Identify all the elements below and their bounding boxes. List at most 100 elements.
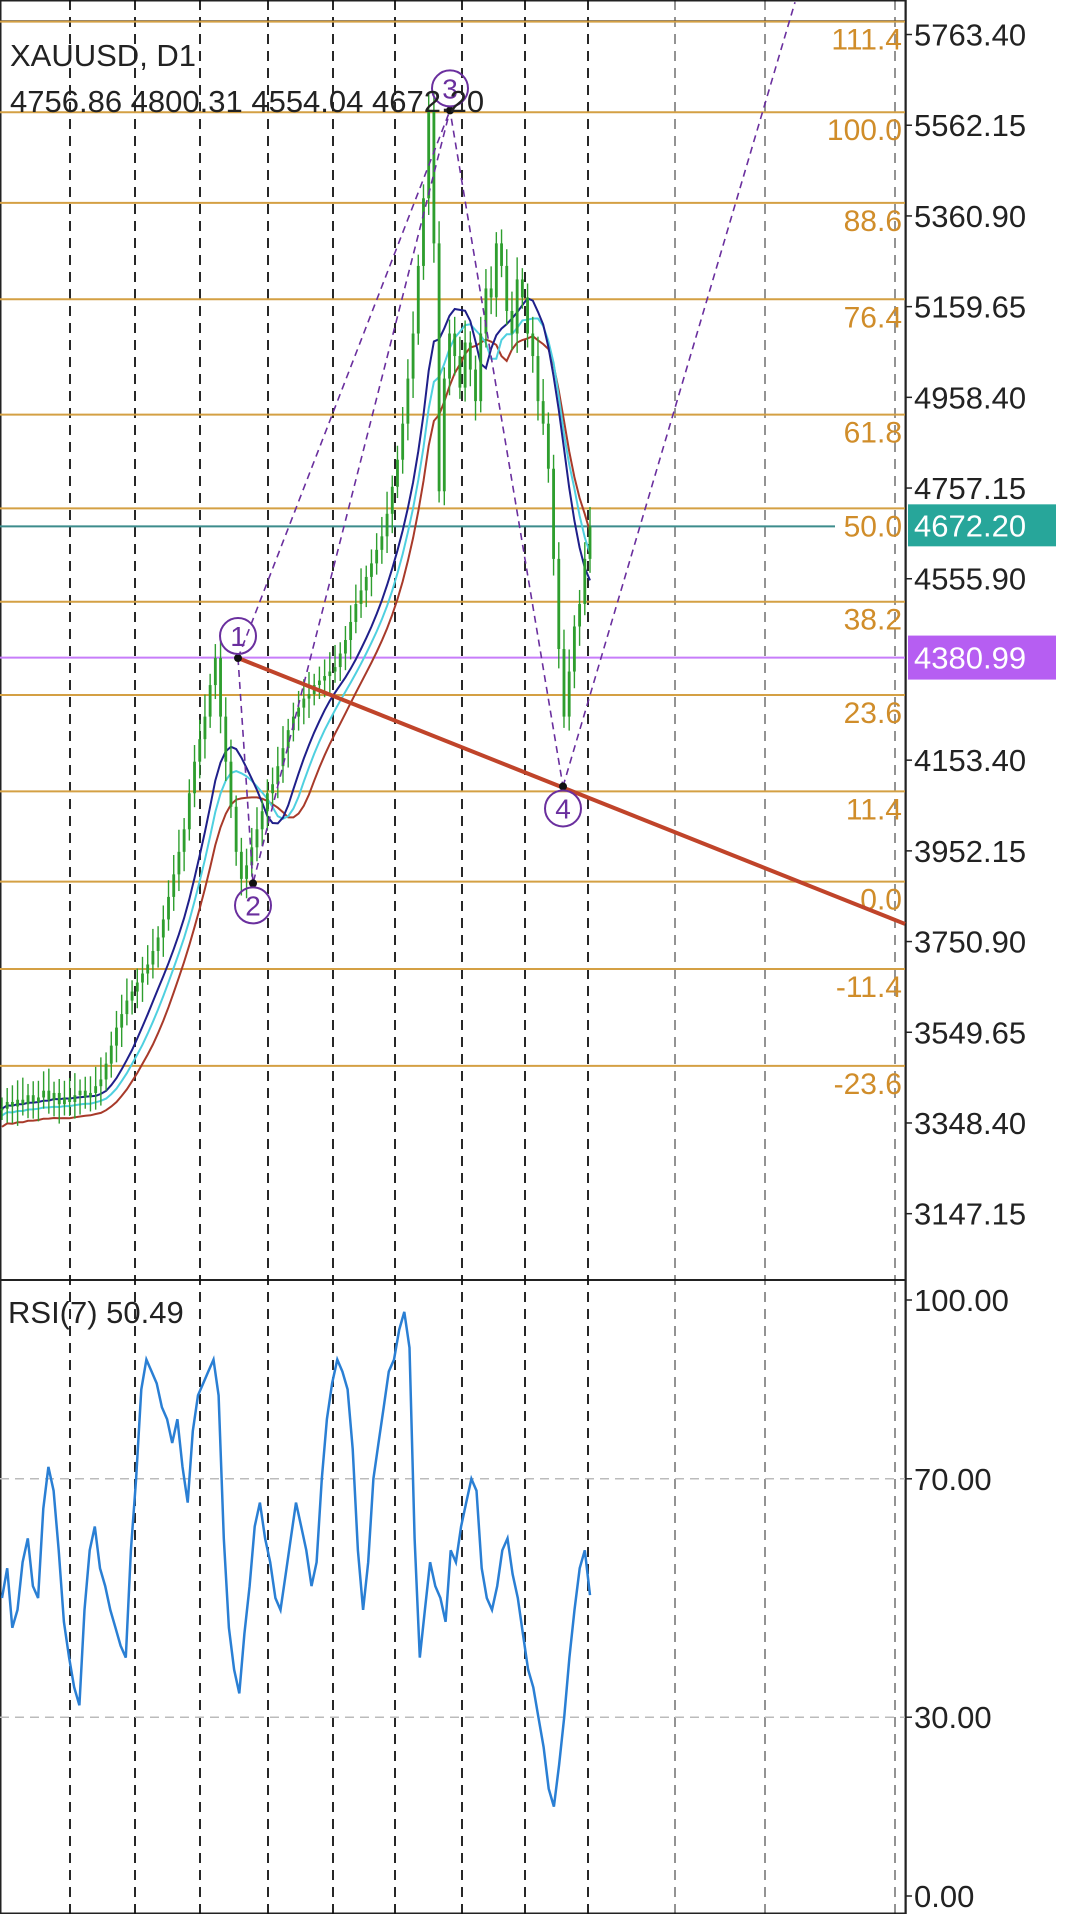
- candle-body: [328, 671, 332, 677]
- price-axis-tick-label: 3348.40: [914, 1106, 1026, 1141]
- price-axis-tick-label: 4958.40: [914, 380, 1026, 415]
- candle-body: [265, 793, 269, 812]
- candle-body: [567, 671, 571, 717]
- candle-body: [182, 829, 186, 852]
- symbol-timeframe-label: XAUUSD, D1: [10, 38, 197, 73]
- candle-body: [552, 468, 555, 559]
- candle-body: [21, 1099, 25, 1105]
- candle-body: [458, 356, 462, 388]
- candle-body: [411, 333, 415, 379]
- wave-label-3: 3: [442, 73, 458, 104]
- fib-level-label: 100.0: [827, 114, 902, 147]
- candle-body: [302, 698, 306, 708]
- candle-body: [151, 950, 155, 965]
- candle-body: [526, 297, 529, 334]
- fib-level-label: 11.4: [846, 793, 902, 826]
- candle-body: [422, 198, 425, 266]
- candle-body: [359, 590, 363, 604]
- candle-body: [219, 658, 222, 717]
- fib-level-label: -23.6: [834, 1068, 902, 1101]
- fib-level-label: 76.4: [844, 301, 902, 334]
- candle-body: [536, 356, 540, 402]
- candle-body: [10, 1101, 14, 1107]
- wave-label-circle: [219, 617, 257, 656]
- candle-body: [141, 973, 144, 983]
- candle-body: [120, 1014, 124, 1028]
- candle-body: [541, 401, 545, 424]
- candle-body: [104, 1063, 108, 1080]
- candle-body: [156, 937, 160, 951]
- candle-body: [370, 563, 373, 577]
- price-axis-tick-label: 3549.65: [914, 1015, 1026, 1050]
- candle-body: [390, 486, 394, 514]
- candle-body: [484, 288, 488, 334]
- candle-body: [57, 1092, 61, 1105]
- candle-body: [432, 110, 436, 244]
- candle-body: [364, 576, 368, 591]
- candle-body: [5, 1101, 9, 1109]
- wave-zigzag: [237, 110, 564, 884]
- bid-price-badge: [908, 504, 1056, 547]
- candle-body: [281, 748, 285, 767]
- candle-body: [323, 676, 327, 681]
- candle-body: [437, 243, 441, 492]
- candle-body: [380, 536, 384, 550]
- price-axis-tick-label: 3750.90: [914, 925, 1026, 960]
- candle-body: [286, 730, 290, 749]
- price-axis-tick-label: 4153.40: [914, 743, 1026, 778]
- candle-body: [338, 653, 342, 668]
- price-axis-tick-label: 3147.15: [914, 1197, 1026, 1232]
- candle-body: [73, 1095, 77, 1102]
- candle-body: [588, 526, 592, 559]
- candle-body: [276, 766, 280, 785]
- wave-label-circle: [431, 69, 469, 108]
- trendline: [237, 656, 906, 926]
- candle-body: [146, 964, 150, 974]
- candle-body: [109, 1045, 113, 1064]
- candle-body: [193, 761, 196, 794]
- candle-body: [442, 378, 446, 492]
- price-axis-tick-label: 5763.40: [914, 18, 1026, 53]
- candle-body: [531, 333, 535, 357]
- candle-body: [453, 333, 457, 357]
- candle-body: [349, 621, 353, 640]
- candle-body: [255, 829, 259, 848]
- candle-body: [16, 1099, 20, 1107]
- candle-body: [135, 982, 139, 992]
- wave-label-1: 1: [230, 621, 246, 652]
- fib-level-label: 88.6: [844, 205, 902, 238]
- wave-projection-line: [562, 2, 796, 787]
- candle-body: [416, 265, 420, 334]
- candle-body: [333, 667, 337, 672]
- candle-body: [167, 896, 170, 920]
- wave-point-dot: [234, 654, 242, 663]
- candle-body: [229, 761, 233, 807]
- candle-body: [562, 649, 566, 717]
- candle-body: [474, 369, 477, 402]
- candle-body: [515, 279, 519, 334]
- fib-level-label: 50.0: [844, 510, 902, 543]
- candle-body: [234, 806, 238, 852]
- bid-price-badge-text: 4672.20: [914, 508, 1026, 543]
- candle-body: [448, 333, 451, 379]
- candle-body: [239, 851, 243, 879]
- candle-body: [572, 626, 576, 672]
- fib-level-label: -11.4: [836, 971, 902, 1004]
- candle-body: [187, 793, 191, 830]
- candle-body: [198, 739, 202, 762]
- fib-level-label: 61.8: [844, 417, 902, 450]
- price-axis-tick-label: 3952.15: [914, 834, 1026, 869]
- candle-body: [479, 333, 483, 402]
- candle-body: [63, 1097, 66, 1105]
- price-axis-tick-label: 5562.15: [914, 108, 1026, 143]
- fib-level-label: 111.4: [831, 24, 902, 57]
- candle-body: [208, 685, 212, 717]
- candle-body: [307, 694, 311, 699]
- rsi-indicator-label: RSI(7) 50.49: [8, 1295, 184, 1330]
- candle-body: [83, 1090, 87, 1098]
- candle-body: [37, 1097, 40, 1102]
- candle-body: [52, 1092, 56, 1100]
- rsi-axis-tick-label: 30.00: [914, 1700, 992, 1735]
- candle-body: [172, 874, 176, 897]
